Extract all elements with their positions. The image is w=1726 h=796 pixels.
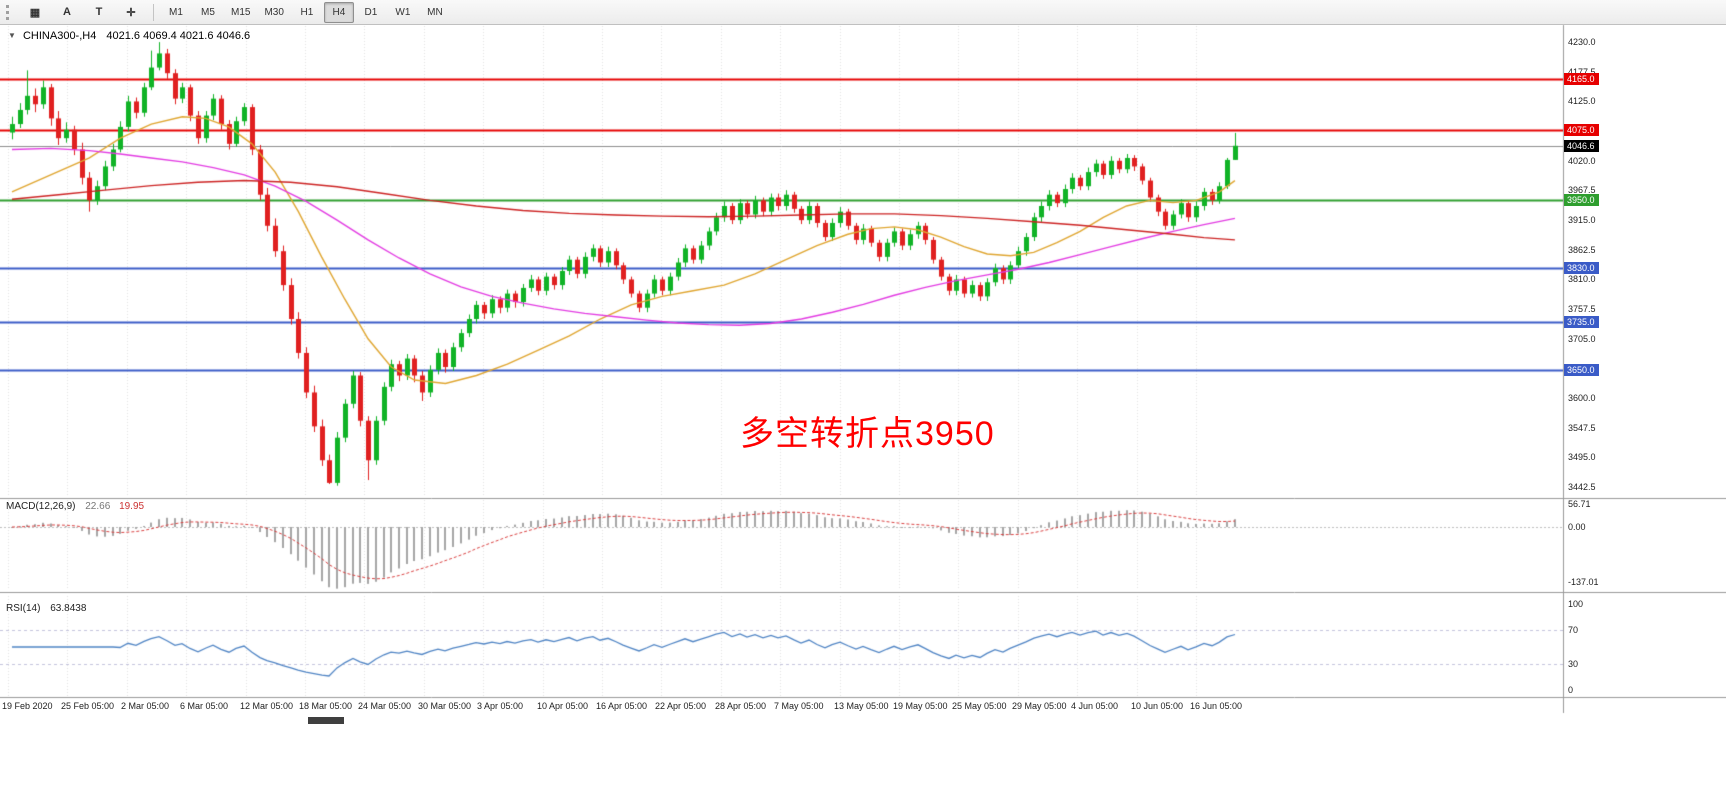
h-scrollbar-thumb[interactable] bbox=[308, 717, 344, 724]
timeframe-button-m5[interactable]: M5 bbox=[201, 6, 215, 18]
macd-signal-value: 19.95 bbox=[119, 501, 145, 512]
timeframe-button-mn[interactable]: MN bbox=[427, 6, 443, 18]
timeframe-button-h1[interactable]: H1 bbox=[300, 6, 314, 18]
macd-label: MACD(12,26,9) bbox=[6, 501, 76, 512]
rsi-indicator-header: RSI(14) 63.8438 bbox=[6, 603, 86, 614]
timeframe-group: M1 M5 M15 M30 H1 H4 D1 W1 MN bbox=[160, 1, 451, 23]
timeframe-button-w1[interactable]: W1 bbox=[395, 6, 411, 18]
crosshair-icon[interactable]: ✛ bbox=[126, 6, 136, 19]
chart-grid-icon[interactable]: ▦ bbox=[29, 6, 41, 19]
chart-annotation-text: 多空转折点3950 bbox=[740, 415, 995, 453]
toolbar-separator bbox=[153, 3, 154, 21]
toolbar: ▦ A T ✛ M1 M5 M15 M30 H1 H4 D1 W1 MN bbox=[0, 0, 1726, 25]
timeframe-button-h4[interactable]: H4 bbox=[323, 1, 354, 23]
timeframe-button-m15[interactable]: M15 bbox=[231, 6, 251, 18]
timeframe-button-d1[interactable]: D1 bbox=[364, 6, 378, 18]
macd-indicator-header: MACD(12,26,9) 22.66 19.95 bbox=[6, 501, 144, 512]
symbol-dropdown-icon[interactable]: ▼ bbox=[8, 31, 16, 40]
chart-title: CHINA300-,H4 bbox=[22, 30, 97, 42]
drawing-tools-group: ▦ A T ✛ bbox=[19, 2, 147, 23]
chart-ohlc-header: ▼ CHINA300-,H4 4021.6 4069.4 4021.6 4046… bbox=[8, 30, 250, 42]
rsi-label: RSI(14) bbox=[6, 603, 41, 614]
timeframe-button-m1[interactable]: M1 bbox=[169, 6, 183, 18]
toolbar-gripper[interactable] bbox=[6, 4, 13, 20]
chart-ohlc-values: 4021.6 4069.4 4021.6 4046.6 bbox=[106, 30, 251, 42]
annotate-a-button[interactable]: A bbox=[63, 6, 71, 18]
text-tool-button[interactable]: T bbox=[95, 6, 103, 18]
timeframe-button-m30[interactable]: M30 bbox=[264, 6, 284, 18]
macd-main-value: 22.66 bbox=[85, 501, 111, 512]
rsi-value: 63.8438 bbox=[50, 603, 87, 614]
